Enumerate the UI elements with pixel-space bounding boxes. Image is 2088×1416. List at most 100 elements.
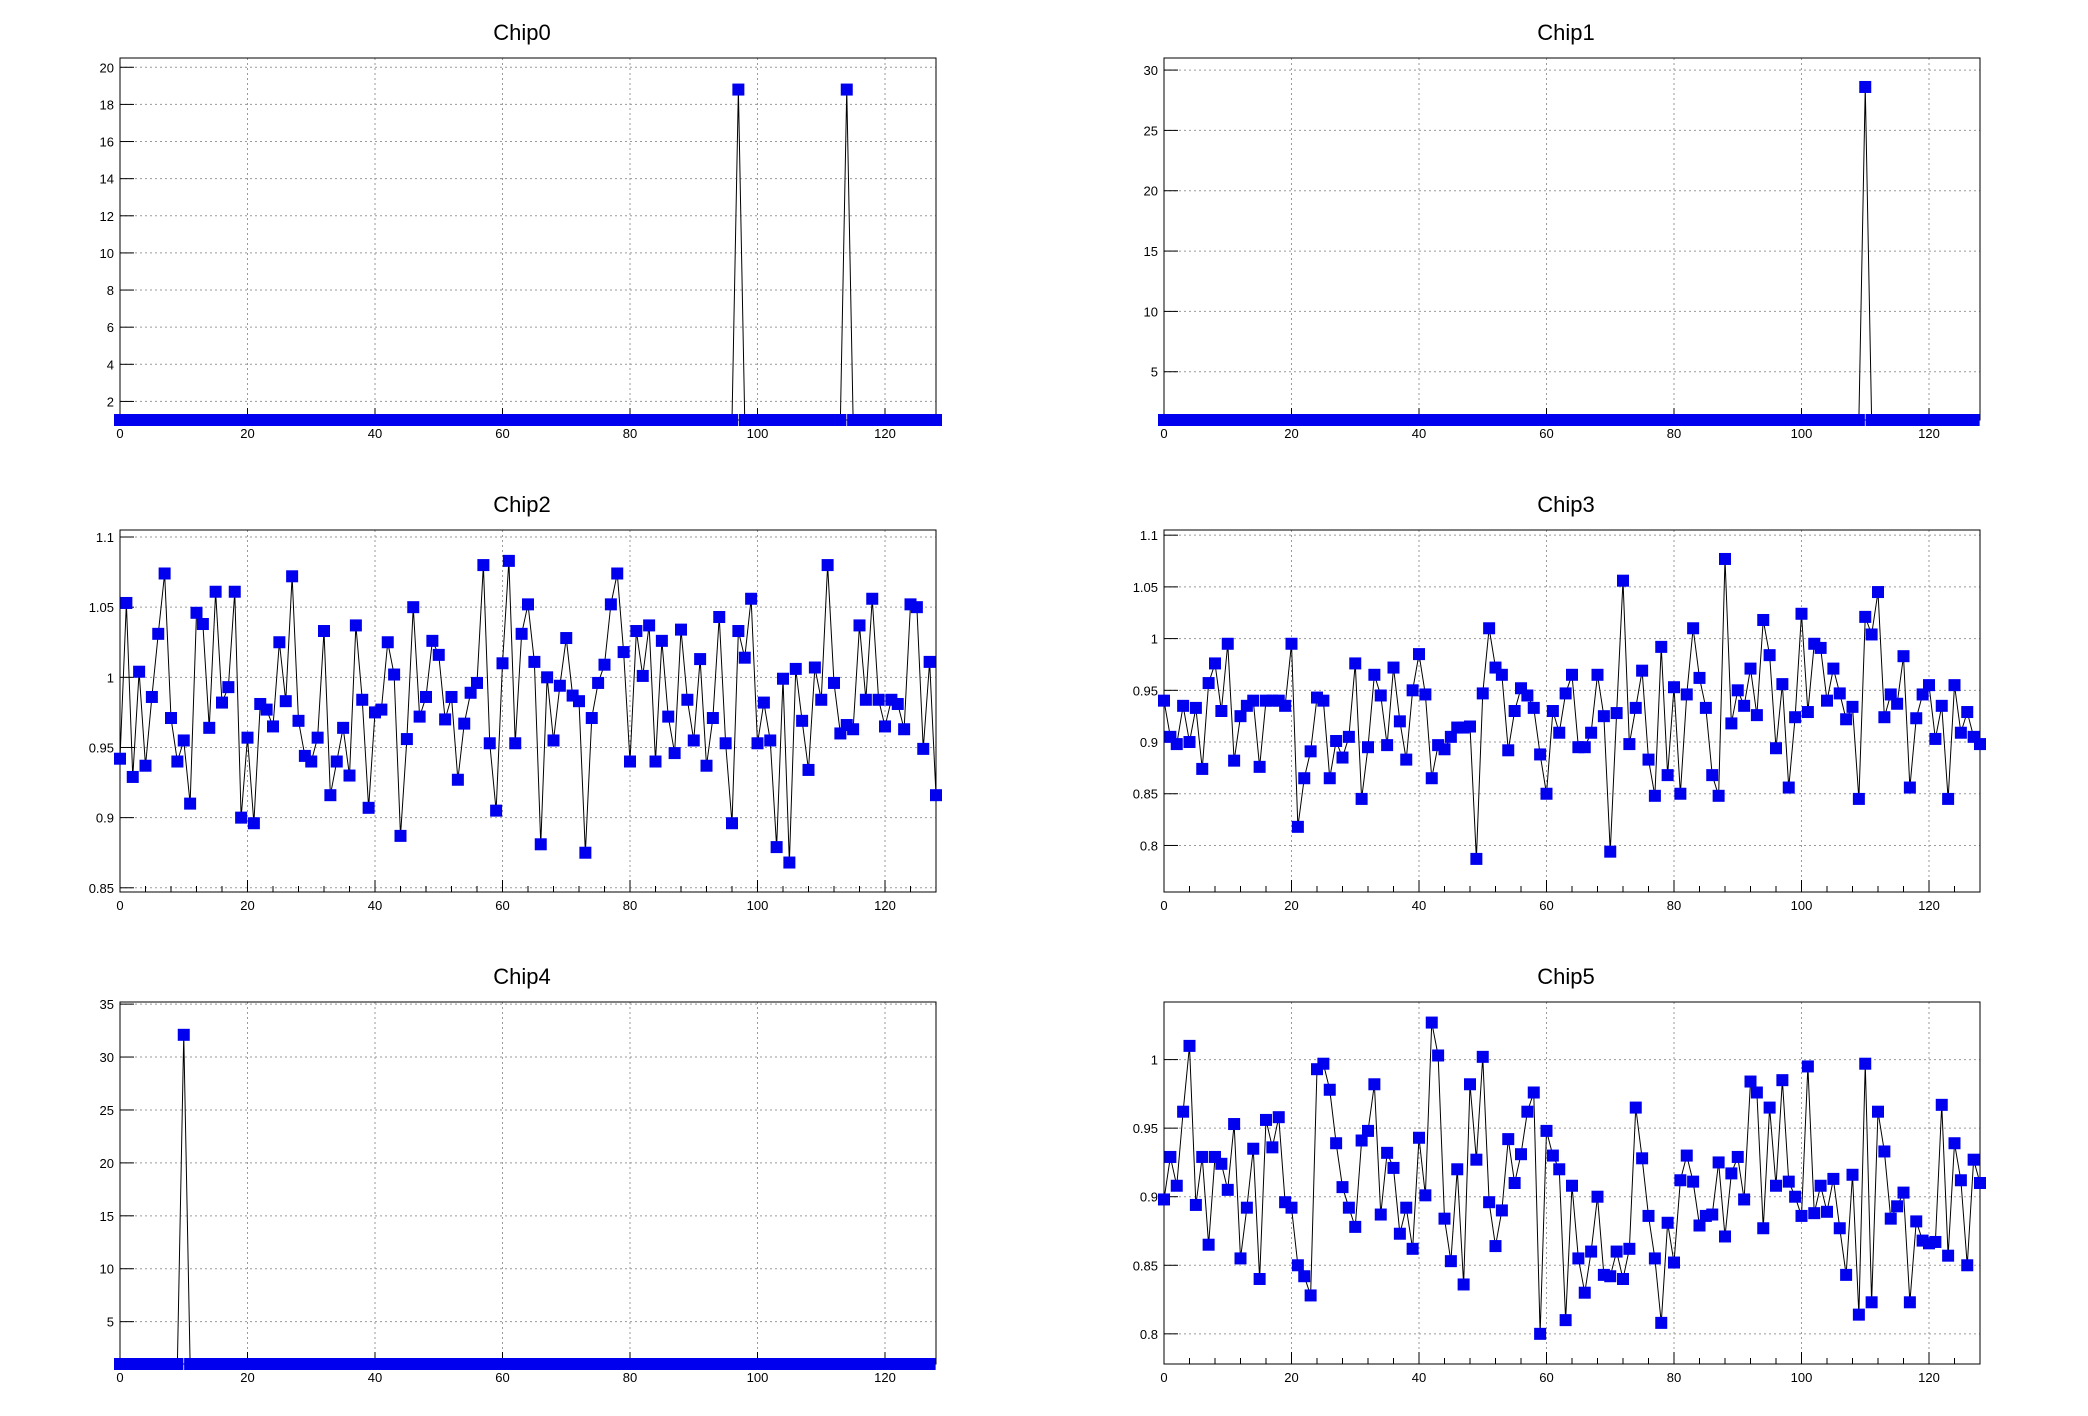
data-point [1483, 1196, 1496, 1209]
data-point [1495, 1204, 1508, 1217]
data-point [1942, 1249, 1955, 1262]
data-point [1170, 1179, 1183, 1192]
data-point [1910, 712, 1923, 725]
data-point [1693, 671, 1706, 684]
data-point [891, 697, 904, 710]
data-point [1464, 720, 1476, 733]
data-point [1451, 1163, 1464, 1176]
data-point [1770, 742, 1782, 755]
data-point [598, 658, 611, 671]
data-point [235, 811, 248, 824]
data-point [1374, 689, 1387, 702]
x-tick-label: 40 [1412, 426, 1426, 441]
data-point [439, 713, 452, 726]
data-point [375, 703, 388, 716]
data-point [1534, 1327, 1547, 1340]
data-point [388, 668, 401, 681]
data-point [279, 695, 292, 708]
data-point [694, 653, 707, 666]
data-point [1712, 789, 1725, 802]
y-tick-label: 0.85 [1133, 787, 1158, 802]
data-point [1655, 1316, 1668, 1329]
data-point [1419, 688, 1432, 701]
chart-title: Chip4 [493, 964, 550, 989]
x-tick-label: 20 [1284, 898, 1298, 913]
plot-frame [1163, 57, 1981, 421]
y-tick-label: 25 [1144, 123, 1158, 138]
y-tick-label: 1.1 [1140, 528, 1158, 543]
y-tick-label: 0.95 [1133, 683, 1158, 698]
data-point [617, 646, 630, 659]
y-tick-label: 5 [1151, 365, 1158, 380]
chart-chip1: Chip1 0 20 40 60 80 100 120 5 10 15 20 25 30 [1144, 20, 1981, 441]
data-point [1559, 1314, 1572, 1327]
data-point [490, 804, 503, 817]
data-point [1706, 769, 1719, 782]
data-point [1381, 1146, 1394, 1159]
data-point [789, 662, 802, 675]
data-point [1674, 1174, 1687, 1187]
data-point [1406, 1242, 1419, 1255]
data-point [1604, 1270, 1617, 1283]
data-point [139, 759, 152, 772]
data-point [1967, 1153, 1980, 1166]
data-point [604, 598, 617, 611]
x-tick-label: 120 [1918, 898, 1940, 913]
data-point [668, 747, 681, 760]
data-point [1910, 1215, 1923, 1228]
data-point [1661, 769, 1674, 782]
data-point [840, 83, 853, 96]
data-point [1903, 781, 1916, 794]
axes: 0 20 40 60 80 100 120 5 10 15 20 25 30 [1144, 63, 1981, 441]
axes: 0 20 40 60 80 100 120 0.85 0.9 0.95 1 1.05 1.1 [89, 530, 937, 913]
data-point [1629, 1101, 1642, 1114]
x-tick-label: 20 [240, 1370, 254, 1385]
data-point [732, 83, 745, 96]
data-point [675, 623, 687, 636]
data-point [1942, 792, 1955, 805]
data-point [1559, 687, 1572, 700]
data-point [1158, 694, 1170, 707]
y-tick-label: 1 [1151, 1053, 1158, 1068]
data-point [177, 1028, 190, 1041]
data-point [1897, 1186, 1910, 1199]
chart-title: Chip1 [1537, 20, 1594, 45]
data-point [1553, 726, 1566, 739]
data-point [1604, 845, 1617, 858]
data-point [1272, 1111, 1285, 1124]
data-point [1177, 1105, 1190, 1118]
data-point [1712, 1156, 1725, 1169]
y-tick-label: 4 [107, 357, 114, 372]
data-point [1903, 1296, 1916, 1309]
data-point [1400, 1201, 1413, 1214]
x-tick-label: 120 [1918, 1370, 1940, 1385]
data-point [1221, 1183, 1234, 1196]
data-point [1706, 1208, 1719, 1221]
data-point [898, 723, 911, 736]
data-point [1342, 1201, 1355, 1214]
data-point [1878, 1145, 1891, 1158]
data-point [1827, 662, 1840, 675]
data-point [1164, 1150, 1177, 1163]
data-point [1476, 687, 1489, 700]
data-point [1872, 586, 1884, 599]
data-point [1342, 730, 1355, 743]
data-point [1954, 726, 1967, 739]
data-point [853, 619, 866, 632]
data-point [1840, 713, 1853, 726]
x-tick-label: 120 [1918, 426, 1940, 441]
data-point [1763, 649, 1776, 662]
data-point [1738, 699, 1751, 712]
data-point [1929, 1235, 1942, 1248]
data-point [1725, 1167, 1738, 1180]
data-point [381, 636, 394, 649]
data-point [1189, 701, 1202, 714]
data-point [1298, 772, 1311, 785]
data-point [1884, 1212, 1897, 1225]
data-point [496, 657, 509, 670]
y-tick-label: 20 [1144, 184, 1158, 199]
data-point [1196, 1150, 1209, 1163]
data-point [286, 570, 299, 583]
data-point [1865, 628, 1878, 641]
data-point [1954, 1174, 1967, 1187]
